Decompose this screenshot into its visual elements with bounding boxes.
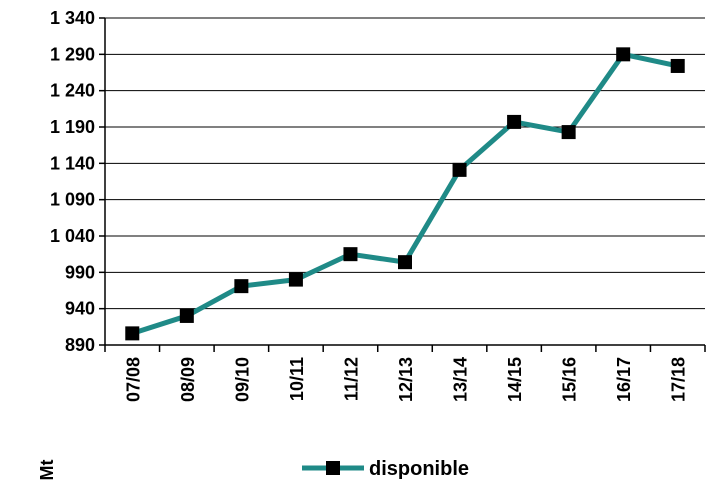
y-tick-label: 1 340	[50, 8, 95, 28]
x-tick-label: 17/18	[669, 357, 689, 402]
x-tick-label: 14/15	[505, 357, 525, 402]
series-layer	[125, 47, 685, 341]
x-tick-label: 12/13	[396, 357, 416, 402]
legend-series-label: disponible	[369, 458, 469, 480]
y-tick-label: 1 240	[50, 81, 95, 101]
x-tick-label: 13/14	[451, 357, 471, 402]
data-point-marker	[616, 47, 631, 62]
series-line	[131, 51, 679, 336]
data-point-marker	[670, 58, 685, 73]
y-tick-label: 990	[65, 262, 95, 282]
legend: disponible	[302, 458, 469, 480]
y-axis-unit-label: Mt	[37, 460, 57, 481]
data-point-marker	[234, 279, 249, 294]
x-tick-label: 08/09	[178, 357, 198, 402]
x-axis-ticks: 07/08 08/09 09/10 10/11 11/12 12/13 13/14 14/15…	[104, 345, 706, 402]
data-point-marker	[288, 272, 303, 287]
data-point-marker	[507, 114, 522, 129]
data-point-marker	[179, 308, 194, 323]
data-point-marker	[125, 326, 140, 341]
y-tick-label: 940	[65, 299, 95, 319]
legend-series-marker	[326, 461, 340, 475]
x-tick-label: 07/08	[123, 357, 143, 402]
x-tick-label: 15/16	[560, 357, 580, 402]
y-tick-label: 1 290	[50, 44, 95, 64]
x-tick-label: 09/10	[232, 357, 252, 402]
data-point-marker	[452, 162, 467, 177]
y-tick-label: 1 140	[50, 153, 95, 173]
y-tick-label: 1 190	[50, 117, 95, 137]
y-axis-ticks: 890 940 990 1 040 1 090 1 140 1 190 1 240 1 290 1…	[50, 8, 105, 355]
y-tick-label: 1 040	[50, 226, 95, 246]
x-tick-label: 16/17	[614, 357, 634, 402]
data-point-marker	[398, 255, 412, 270]
data-point-marker	[561, 125, 576, 140]
data-point-marker	[343, 247, 358, 262]
x-tick-label: 11/12	[341, 357, 361, 401]
x-tick-label: 10/11	[287, 357, 307, 401]
y-tick-label: 890	[65, 335, 95, 355]
y-tick-label: 1 090	[50, 190, 95, 210]
